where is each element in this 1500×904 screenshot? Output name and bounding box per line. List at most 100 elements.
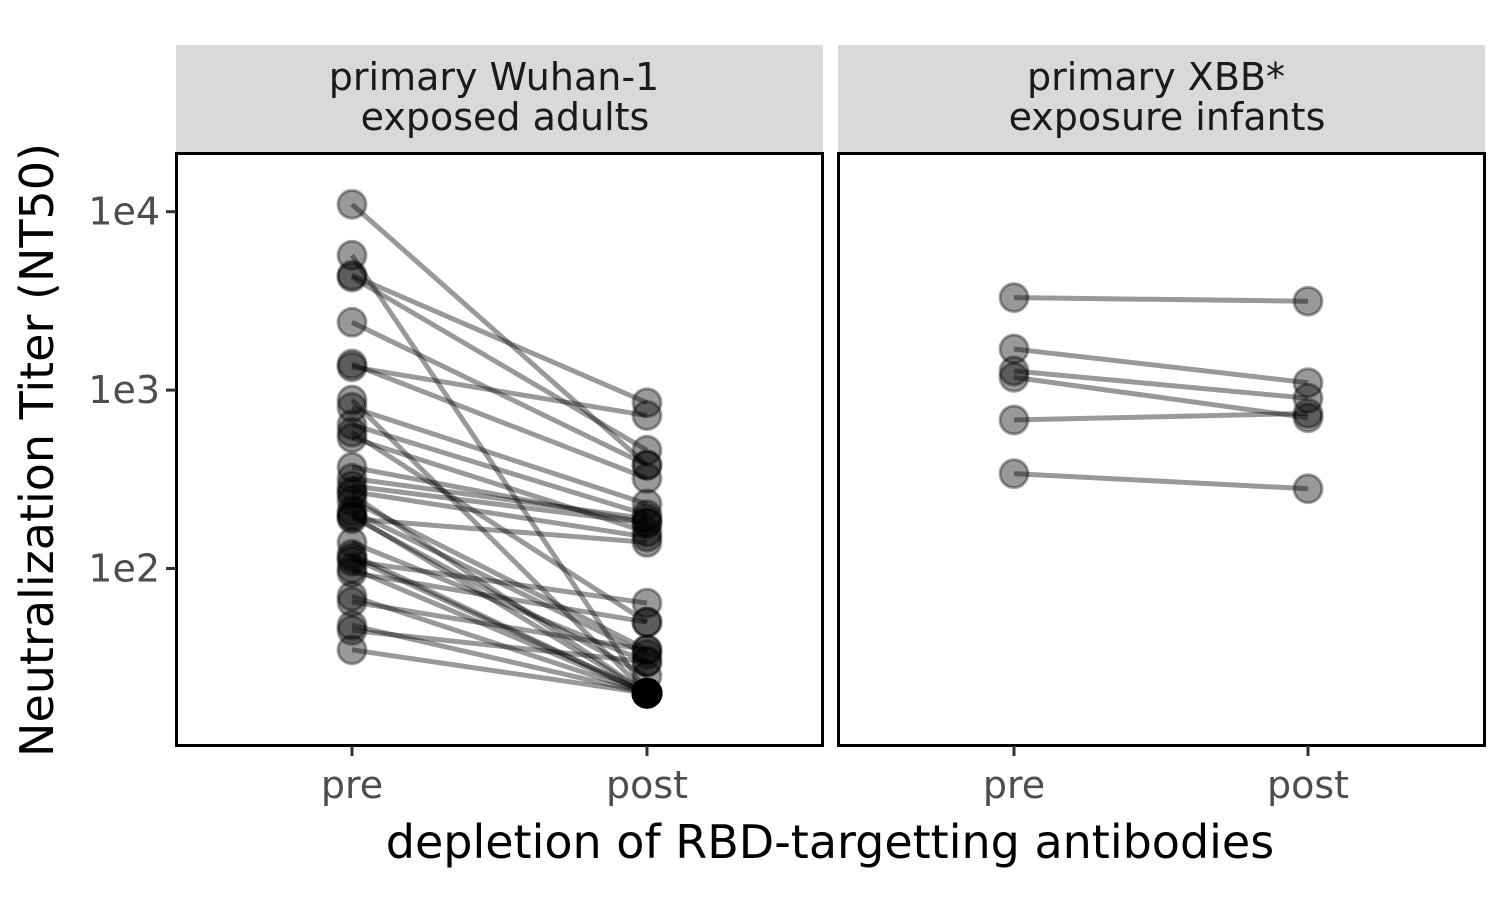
point-panel2-pre-3 xyxy=(998,361,1030,393)
pair-line-panel1-4 xyxy=(350,320,649,468)
point-panel1-post-8 xyxy=(631,488,663,520)
pair-line-panel1-5 xyxy=(351,361,648,481)
pair-line-panel2-1 xyxy=(1013,346,1309,386)
pair-line-panel1-32 xyxy=(351,647,648,696)
point-panel1-pre-24 xyxy=(336,542,368,574)
point-panel1-pre-29 xyxy=(336,586,368,618)
point-panel1-post-19 xyxy=(631,677,663,709)
point-panel2-post-3 xyxy=(1292,402,1324,434)
point-panel1-post-13 xyxy=(631,503,663,535)
point-panel1-post-6 xyxy=(631,400,663,432)
point-panel1-pre-4 xyxy=(336,306,368,338)
point-panel1-post-5 xyxy=(631,462,663,494)
pair-line-panel1-8 xyxy=(351,405,648,507)
facet-strip-2 xyxy=(838,45,1485,153)
point-panel1-post-2 xyxy=(631,387,663,419)
pair-line-panel1-27 xyxy=(351,570,648,625)
point-panel1-pre-0 xyxy=(336,188,368,220)
pair-line-panel2-5 xyxy=(1013,471,1309,492)
point-panel1-pre-19 xyxy=(336,499,368,531)
facet-strip-2-line-2: exposure infants xyxy=(1009,95,1326,139)
pair-line-panel1-6 xyxy=(351,364,648,419)
point-panel1-post-15 xyxy=(631,521,663,553)
point-panel1-post-7 xyxy=(631,677,663,709)
point-panel1-pre-25 xyxy=(336,545,368,577)
x-tick-label-panel2-pre: pre xyxy=(983,763,1045,807)
point-panel1-pre-11 xyxy=(336,422,368,454)
point-panel1-post-20 xyxy=(631,660,663,692)
point-panel1-pre-30 xyxy=(336,609,368,641)
point-panel1-post-23 xyxy=(631,677,663,709)
pair-line-panel2-4 xyxy=(1013,410,1309,423)
point-panel2-post-4 xyxy=(1292,397,1324,429)
point-panel1-pre-2 xyxy=(336,259,368,291)
pair-line-panel1-24 xyxy=(350,555,649,696)
pair-line-panel1-21 xyxy=(351,516,648,545)
point-panel1-post-11 xyxy=(631,516,663,548)
pair-line-panel1-30 xyxy=(351,622,648,696)
point-panel2-post-0 xyxy=(1292,285,1324,317)
point-panel1-pre-32 xyxy=(336,634,368,666)
pair-line-panel1-3 xyxy=(350,274,649,453)
point-panel2-pre-0 xyxy=(998,282,1030,314)
point-panel1-post-3 xyxy=(631,434,663,466)
point-panel1-pre-8 xyxy=(336,391,368,423)
point-panel1-pre-3 xyxy=(336,261,368,293)
pair-line-panel1-15 xyxy=(351,489,648,540)
point-panel2-pre-4 xyxy=(998,404,1030,436)
pair-line-panel2-2 xyxy=(1013,368,1309,401)
facet-strip-1-line-1: primary Wuhan-1 xyxy=(329,55,659,99)
pair-line-panel1-13 xyxy=(351,475,648,522)
point-panel1-pre-21 xyxy=(336,503,368,535)
point-panel2-post-5 xyxy=(1292,473,1324,505)
facet-strip-1 xyxy=(176,45,823,153)
pair-line-panel1-20 xyxy=(350,514,649,679)
pair-line-panel1-2 xyxy=(351,273,648,405)
point-panel1-pre-27 xyxy=(336,556,368,588)
point-panel1-post-22 xyxy=(631,646,663,678)
point-panel1-pre-9 xyxy=(336,409,368,441)
pair-line-panel1-29 xyxy=(351,599,648,653)
point-panel1-post-9 xyxy=(631,499,663,531)
point-panel1-post-28 xyxy=(631,677,663,709)
point-panel1-post-17 xyxy=(631,634,663,666)
point-panel1-post-31 xyxy=(631,646,663,678)
point-panel1-pre-31 xyxy=(336,614,368,646)
pair-line-panel1-10 xyxy=(350,430,649,625)
point-panel1-pre-10 xyxy=(336,416,368,448)
pair-line-panel1-25 xyxy=(351,558,648,606)
point-panel1-post-16 xyxy=(631,677,663,709)
pair-line-panel2-0 xyxy=(1013,295,1309,304)
pair-line-panel1-28 xyxy=(351,593,648,696)
pair-line-panel1-9 xyxy=(351,422,648,518)
point-panel1-pre-12 xyxy=(336,451,368,483)
point-panel1-post-12 xyxy=(631,507,663,539)
pair-line-panel1-12 xyxy=(351,464,648,526)
point-panel1-pre-1 xyxy=(336,239,368,271)
pair-line-panel1-23 xyxy=(350,552,649,696)
x-axis-title: depletion of RBD-targetting antibodies xyxy=(386,815,1274,869)
point-panel1-post-32 xyxy=(631,677,663,709)
point-panel1-pre-28 xyxy=(336,580,368,612)
facet-strip-1-line-2: exposed adults xyxy=(361,95,650,139)
point-panel1-post-1 xyxy=(631,677,663,709)
point-panel1-post-24 xyxy=(631,677,663,709)
point-panel1-post-26 xyxy=(631,677,663,709)
point-panel1-post-21 xyxy=(631,526,663,558)
point-panel1-pre-16 xyxy=(336,478,368,510)
pair-line-panel1-19 xyxy=(350,512,649,696)
x-tick-label-panel1-post: post xyxy=(606,763,688,807)
point-panel1-post-18 xyxy=(631,638,663,670)
point-panel1-post-0 xyxy=(631,449,663,481)
point-panel2-post-2 xyxy=(1292,382,1324,414)
pair-line-panel1-26 xyxy=(351,566,648,696)
pair-line-panel1-1 xyxy=(349,253,650,695)
pair-line-panel1-17 xyxy=(350,498,649,653)
pair-line-panel1-14 xyxy=(351,483,648,526)
point-panel1-pre-14 xyxy=(336,470,368,502)
facet-strip-2-line-1: primary XBB* xyxy=(1027,55,1285,99)
point-panel2-post-1 xyxy=(1292,367,1324,399)
y-tick-label-2: 1e4 xyxy=(88,190,160,234)
